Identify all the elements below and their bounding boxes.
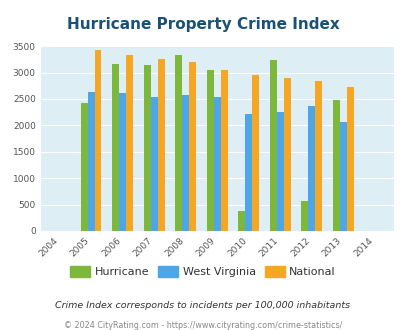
Bar	[213, 97, 220, 231]
Bar	[150, 97, 157, 231]
Bar	[276, 112, 283, 231]
Bar	[119, 93, 126, 231]
Bar	[189, 62, 196, 231]
Bar	[143, 65, 150, 231]
Text: Hurricane Property Crime Index: Hurricane Property Crime Index	[66, 16, 339, 31]
Bar	[175, 55, 182, 231]
Text: Crime Index corresponds to incidents per 100,000 inhabitants: Crime Index corresponds to incidents per…	[55, 301, 350, 310]
Bar	[269, 60, 276, 231]
Bar	[206, 71, 213, 231]
Bar	[81, 103, 87, 231]
Bar	[87, 92, 94, 231]
Bar	[332, 100, 339, 231]
Bar	[182, 95, 189, 231]
Bar	[238, 211, 245, 231]
Bar	[220, 71, 227, 231]
Text: © 2024 CityRating.com - https://www.cityrating.com/crime-statistics/: © 2024 CityRating.com - https://www.city…	[64, 320, 341, 330]
Bar	[112, 64, 119, 231]
Bar	[301, 201, 307, 231]
Bar	[339, 122, 346, 231]
Bar	[157, 59, 164, 231]
Bar	[126, 55, 133, 231]
Bar	[346, 87, 353, 231]
Bar	[307, 106, 315, 231]
Bar	[252, 75, 258, 231]
Bar	[315, 81, 322, 231]
Legend: Hurricane, West Virginia, National: Hurricane, West Virginia, National	[66, 262, 339, 281]
Bar	[245, 114, 252, 231]
Bar	[283, 79, 290, 231]
Bar	[94, 50, 101, 231]
